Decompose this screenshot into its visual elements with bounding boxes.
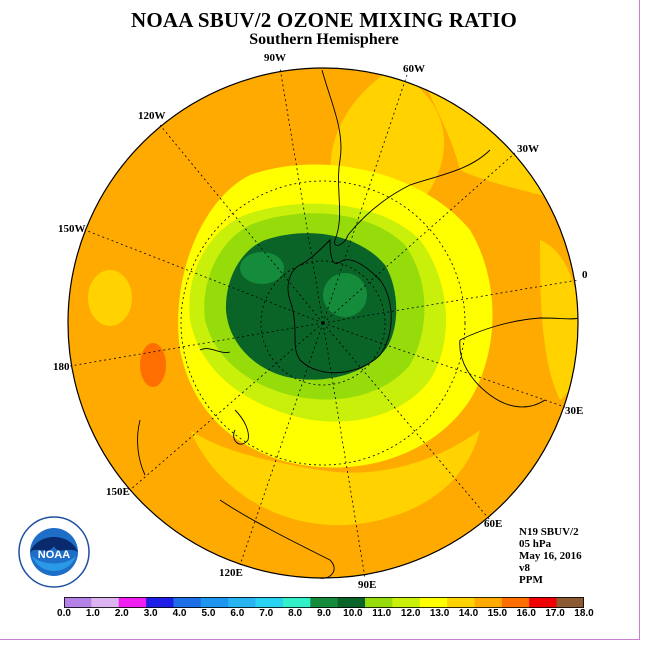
colorbar-tick-label: 10.0: [343, 608, 363, 619]
product-info: N19 SBUV/2 05 hPa May 16, 2016 v8 PPM: [519, 526, 582, 586]
colorbar-tick-label: 6.0: [230, 608, 245, 619]
colorbar-tick-label: 5.0: [201, 608, 216, 619]
meridian-90w: [279, 67, 324, 324]
ozone-field: [68, 68, 578, 578]
colorbar-swatch: [419, 597, 448, 608]
colorbar-swatch: [392, 597, 421, 608]
australia-coast: [219, 499, 335, 579]
colorbar-tick-label: 17.0: [545, 608, 565, 619]
colorbar-swatch: [91, 597, 120, 608]
colorbar-swatch: [556, 597, 584, 608]
colorbar-swatch: [200, 597, 229, 608]
meridian-60w: [322, 74, 408, 324]
lon-label-90w: 90W: [264, 52, 286, 64]
ozone-level-14-band-south: [190, 430, 480, 526]
latitude-circle-middle: [180, 180, 466, 466]
longitude-labels: 90W 60W 30W 0 30E 60E 90E 120E 150E 180 …: [53, 52, 588, 591]
colorbar-swatch: [365, 597, 393, 608]
colorbar-swatch: [529, 597, 557, 608]
lon-label-120w: 120W: [138, 110, 166, 122]
logo-text: NOAA: [38, 549, 70, 561]
lon-label-90e: 90E: [358, 579, 376, 591]
colorbar-tick-label: 14.0: [458, 608, 479, 619]
colorbar-tick-label: 15.0: [487, 608, 508, 619]
ozone-level-14-lobe-east: [540, 240, 578, 400]
colorbar-tick-label: 2.0: [114, 608, 129, 619]
new-zealand-coast: [137, 419, 146, 476]
colorbar-swatch: [64, 597, 92, 608]
coastlines: [137, 69, 579, 579]
colorbar-tick-labels: 0.0 1.0 2.0 3.0 4.0 5.0 6.0 7.0 8.0 9.0 10.0 11.0 12…: [0, 608, 648, 622]
ozone-level-9-patch-a: [240, 252, 284, 284]
colorbar-swatch: [447, 597, 475, 608]
latitude-circle-inner: [260, 260, 386, 386]
ozone-level-16-spot: [140, 343, 166, 387]
lon-label-60e: 60E: [484, 518, 502, 530]
units-label: PPM: [519, 574, 543, 586]
colorbar-tick-label: 4.0: [172, 608, 187, 619]
colorbar-tick-label: 11.0: [372, 608, 392, 619]
colorbar-tick-label: 9.0: [317, 608, 331, 619]
meridian-60e: [322, 322, 491, 521]
page-title: NOAA SBUV/2 OZONE MIXING RATIO: [131, 8, 517, 32]
version-label: v8: [519, 562, 530, 574]
graticule: [69, 67, 579, 579]
colorbar-tick-label: 7.0: [259, 608, 274, 619]
colorbar-swatch: [255, 597, 284, 608]
colorbar-swatch: [118, 597, 147, 608]
south-america-coast-west: [321, 69, 349, 246]
colorbar-tick-label: 12.0: [400, 608, 421, 619]
lon-label-0: 0: [582, 269, 588, 281]
ozone-level-9-patch-b: [323, 273, 367, 317]
map-boundary: [67, 67, 579, 579]
africa-coast-south: [459, 339, 546, 408]
island-coast-a: [199, 348, 231, 354]
colorbar-tick-label: 13.0: [429, 608, 450, 619]
colorbar-swatch: [228, 597, 256, 608]
south-america-coast-east: [347, 149, 491, 236]
colorbar-border: [64, 597, 584, 608]
island-coast-b: [233, 409, 249, 445]
colorbar-tick-label: 1.0: [85, 608, 100, 619]
lon-label-30w: 30W: [517, 143, 539, 155]
figure-frame: [0, 0, 640, 640]
africa-coast-north: [459, 317, 579, 341]
lon-label-180: 180: [53, 361, 70, 373]
antarctica-coast: [287, 238, 392, 374]
ozone-level-14-patch-west: [88, 270, 132, 326]
colorbar-tick-label: 3.0: [143, 608, 158, 619]
lon-label-30e: 30E: [565, 405, 583, 417]
satellite-label: N19 SBUV/2: [519, 526, 579, 538]
colorbar-swatch: [310, 597, 338, 608]
noaa-logo: NOAA: [18, 516, 90, 588]
pressure-level-label: 05 hPa: [519, 538, 552, 550]
colorbar-swatch: [173, 597, 202, 608]
colorbar-swatch: [146, 597, 174, 608]
colorbar-tick-label: 18.0: [574, 608, 594, 619]
lon-label-150w: 150W: [58, 223, 86, 235]
date-label: May 16, 2016: [519, 550, 582, 562]
meridian-90e: [322, 322, 366, 579]
colorbar-swatch: [282, 597, 311, 608]
colorbar-tick-label: 16.0: [516, 608, 536, 619]
lon-label-60w: 60W: [403, 63, 425, 75]
meridian-0: [322, 279, 579, 324]
colorbar-tick-label: 8.0: [288, 608, 303, 619]
lon-label-150e: 150E: [106, 486, 130, 498]
colorbar-swatch: [474, 597, 503, 608]
colorbar-tick-label: 0.0: [57, 608, 71, 619]
lon-label-120e: 120E: [219, 567, 243, 579]
colorbar-swatch: [501, 597, 530, 608]
page-subtitle: Southern Hemisphere: [249, 31, 399, 48]
colorbar: [64, 597, 584, 608]
colorbar-swatch: [337, 597, 366, 608]
